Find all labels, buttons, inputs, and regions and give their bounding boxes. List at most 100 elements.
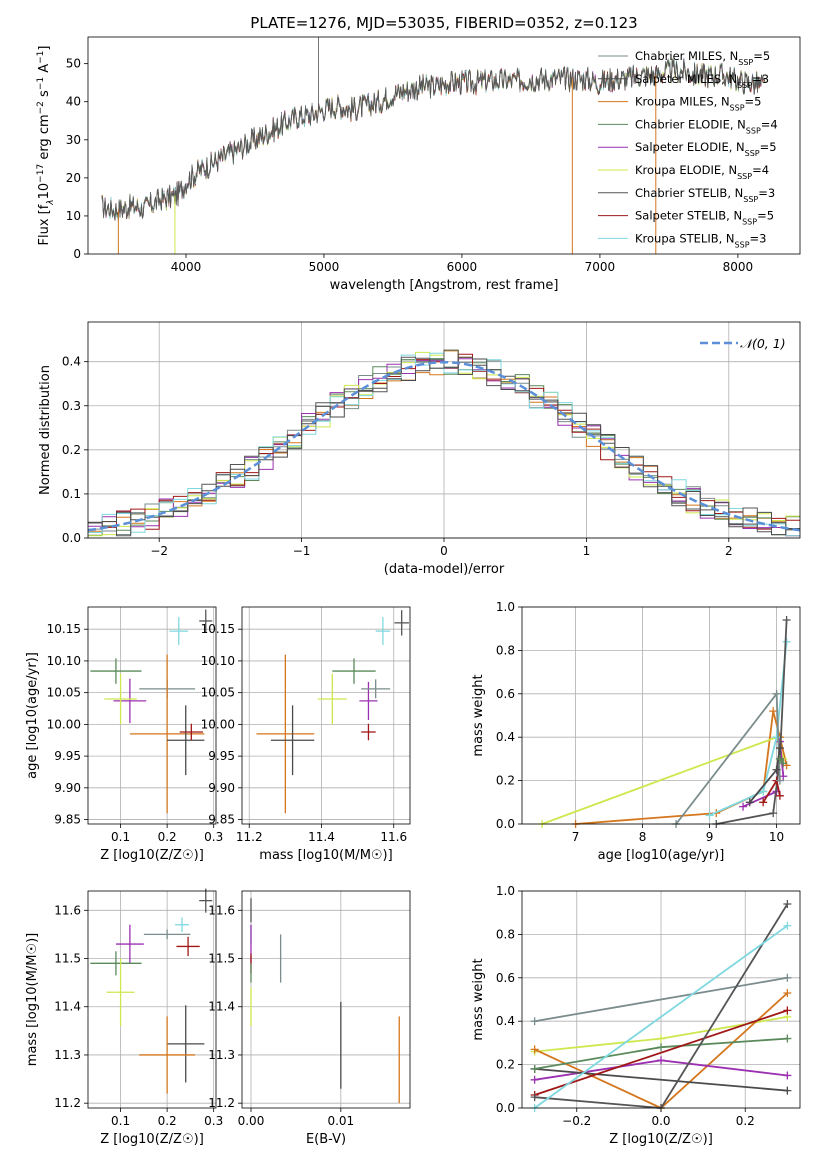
weight-marker bbox=[739, 802, 748, 811]
panel-spectrum: 4000 5000 6000 7000 8000 0 10 20 30 40 50 wavelengt… bbox=[36, 36, 801, 293]
legend-entry: Kroupa ELODIE, NSSP=4 bbox=[635, 163, 769, 181]
weight-series-chabrier-elodie bbox=[775, 754, 788, 768]
y-tick-label: 0.8 bbox=[496, 927, 515, 941]
legend-name: Chabrier STELIB, N bbox=[635, 186, 743, 200]
y-tick-label: 9.90 bbox=[54, 781, 81, 795]
y-tick-label: 0.1 bbox=[62, 487, 81, 501]
legend-value: =5 bbox=[760, 140, 777, 154]
errorbar-point bbox=[139, 1016, 196, 1094]
legend-value: =4 bbox=[752, 163, 769, 177]
x-tick-label: 0 bbox=[440, 544, 448, 558]
x-tick-label: 1 bbox=[583, 544, 591, 558]
weight-marker bbox=[745, 798, 754, 807]
y-label-part: A bbox=[37, 64, 52, 77]
legend-entry: Chabrier STELIB, NSSP=3 bbox=[635, 186, 775, 204]
legend-sub: SSP bbox=[735, 240, 750, 249]
legend-sub: SSP bbox=[745, 149, 760, 158]
y-tick-label: 9.90 bbox=[208, 781, 235, 795]
y-tick-label: 11.2 bbox=[208, 1096, 235, 1110]
y-tick-label: 11.4 bbox=[208, 1000, 235, 1014]
y-tick-label: 0.2 bbox=[62, 443, 81, 457]
x-tick-label: 7 bbox=[572, 830, 580, 844]
y-label-part: 10 bbox=[37, 183, 52, 200]
weight-marker bbox=[530, 1093, 539, 1102]
y-tick-label: 10.15 bbox=[47, 622, 81, 636]
y-label-part: s bbox=[37, 90, 52, 101]
legend-entry: Chabrier MILES, NSSP=5 bbox=[635, 49, 770, 67]
errorbar-point bbox=[361, 723, 376, 741]
chart-title: PLATE=1276, MJD=53035, FIBERID=0352, z=0… bbox=[250, 14, 637, 32]
legend-value: =5 bbox=[753, 49, 770, 63]
weight-marker bbox=[783, 1034, 792, 1043]
legend-sub: SSP bbox=[730, 103, 745, 112]
weight-marker bbox=[657, 1034, 665, 1043]
errorbar-point bbox=[375, 617, 391, 646]
legend-name: Salpeter MILES, N bbox=[635, 72, 737, 86]
axes-frame bbox=[87, 606, 217, 825]
x-tick-label: 0.3 bbox=[204, 830, 223, 844]
weight-marker bbox=[783, 973, 792, 982]
y-tick-label: 10.00 bbox=[201, 717, 235, 731]
weight-line bbox=[575, 710, 788, 825]
panel-weight-age: 7 8 9 10 0.0 0.2 0.4 0.6 0.8 1.0 age [log10(age/yr… bbox=[471, 600, 801, 863]
y-axis-label: mass weight bbox=[471, 674, 486, 756]
axes-frame bbox=[521, 606, 801, 825]
x-tick-label: 7000 bbox=[585, 260, 616, 274]
errorbar-point bbox=[175, 917, 190, 932]
y-tick-label: 10.10 bbox=[201, 654, 235, 668]
y-tick-label: 10.05 bbox=[201, 686, 235, 700]
legend-name: Kroupa ELODIE, N bbox=[635, 163, 737, 177]
weight-marker bbox=[775, 754, 784, 763]
x-tick-label: 0.2 bbox=[736, 1114, 755, 1128]
weight-series-salpeter-miles bbox=[745, 744, 784, 807]
weight-marker bbox=[782, 637, 791, 646]
weight-marker bbox=[530, 1075, 539, 1084]
weight-marker bbox=[775, 776, 784, 785]
y-tick-label: 11.6 bbox=[54, 903, 81, 917]
errorbar-point bbox=[199, 609, 213, 633]
x-axis-label: age [log10(age/yr)] bbox=[598, 848, 725, 863]
weight-marker bbox=[530, 1045, 539, 1054]
legend-name: Kroupa STELIB, N bbox=[635, 231, 735, 245]
legend-entry: Salpeter MILES, NSSP=3 bbox=[635, 72, 769, 90]
legend-name: Chabrier ELODIE, N bbox=[635, 117, 746, 131]
legend-name: Salpeter ELODIE, N bbox=[635, 140, 745, 154]
x-axis-label: wavelength [Angstrom, rest frame] bbox=[330, 278, 559, 293]
errorbar-point bbox=[106, 958, 135, 1027]
weight-line bbox=[675, 691, 781, 825]
y-tick-label: 0.8 bbox=[496, 643, 515, 657]
x-tick-label: 10 bbox=[769, 830, 784, 844]
histogram-kroupa-stelib bbox=[88, 352, 800, 537]
errorbar-point bbox=[143, 929, 191, 940]
weight-marker bbox=[769, 707, 778, 716]
axes-frame bbox=[87, 890, 217, 1109]
panel-mass-z: 0.1 0.2 0.3 11.2 11.3 11.4 11.5 11.6 Z [log10(Z/… bbox=[25, 888, 223, 1147]
y-tick-label: 10.10 bbox=[47, 654, 81, 668]
errorbar-point bbox=[113, 678, 147, 724]
legend-entry: 𝒩(0, 1) bbox=[740, 336, 786, 351]
errorbar-point bbox=[129, 654, 205, 814]
y-tick-label: 11.3 bbox=[54, 1048, 81, 1062]
weight-marker bbox=[782, 616, 791, 625]
legend-name: Chabrier MILES, N bbox=[635, 49, 738, 63]
x-tick-label: −2 bbox=[150, 544, 168, 558]
y-tick-label: 0.4 bbox=[496, 1014, 515, 1028]
axes-frame bbox=[241, 606, 411, 825]
errorbar-point bbox=[359, 681, 378, 720]
weight-line bbox=[534, 1068, 788, 1092]
legend-sub: SSP bbox=[737, 80, 752, 89]
weight-marker bbox=[783, 900, 792, 909]
weight-marker bbox=[783, 1086, 792, 1095]
x-tick-label: 0.0 bbox=[651, 1114, 670, 1128]
y-tick-label: 9.95 bbox=[54, 749, 81, 763]
panel-age-z: 0.1 0.2 0.3 9.85 9.90 9.95 10.00 10.05 10.10 10.1… bbox=[25, 606, 223, 863]
weight-marker bbox=[530, 1017, 539, 1026]
weight-marker bbox=[775, 791, 784, 800]
legend-name: Salpeter STELIB, N bbox=[635, 209, 742, 223]
y-tick-label: 1.0 bbox=[496, 884, 515, 898]
y-tick-label: 11.3 bbox=[208, 1048, 235, 1062]
weight-marker bbox=[759, 787, 768, 796]
axes-frame bbox=[241, 890, 411, 1109]
y-tick-label: 0 bbox=[73, 247, 81, 261]
weight-marker bbox=[657, 1056, 665, 1065]
